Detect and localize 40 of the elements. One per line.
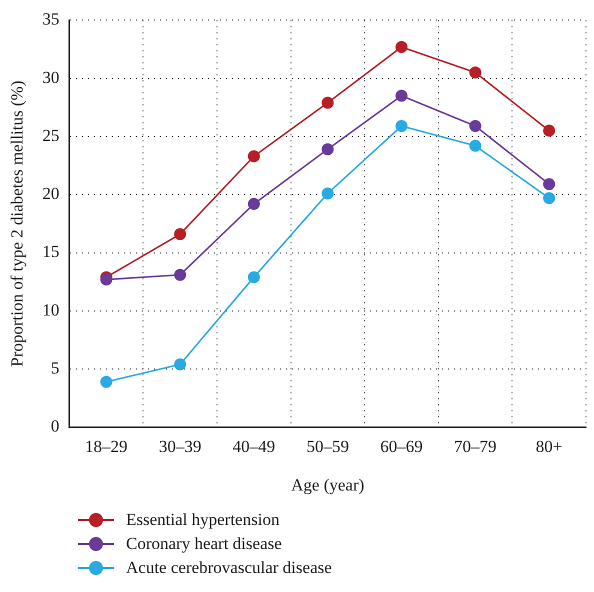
y-tick-label: 10: [42, 300, 60, 320]
point: [174, 228, 186, 240]
legend-label: Acute cerebrovascular disease: [126, 558, 332, 578]
x-tick-label: 60–69: [380, 436, 423, 456]
point: [469, 140, 482, 152]
y-tick-label: 25: [42, 126, 60, 145]
x-tick-label: 50–59: [306, 436, 349, 456]
point: [543, 178, 556, 190]
point: [396, 90, 408, 102]
y-tick-label: 30: [42, 68, 60, 87]
legend-label: Coronary heart disease: [126, 534, 282, 554]
y-axis-title: Proportion of type 2 diabetes mellitus (%): [8, 80, 27, 367]
x-tick-label: 70–79: [454, 436, 497, 456]
point: [174, 358, 186, 370]
point: [469, 66, 482, 79]
point: [248, 198, 260, 210]
point: [543, 124, 556, 137]
point: [543, 192, 556, 204]
x-axis-title: Age (year): [291, 475, 364, 494]
x-tick-label: 80+: [536, 436, 562, 456]
point: [322, 143, 334, 156]
point: [248, 150, 260, 162]
y-tick-label: 35: [42, 10, 60, 29]
legend-label: Essential hypertension: [126, 510, 280, 530]
point: [322, 187, 334, 200]
point: [322, 96, 334, 109]
point: [100, 274, 112, 286]
y-tick-label: 5: [50, 358, 60, 378]
x-tick-label: 40–49: [232, 436, 276, 456]
point: [248, 271, 260, 284]
x-tick-label: 18–29: [85, 436, 128, 456]
y-tick-label: 20: [42, 184, 60, 204]
point: [174, 268, 186, 281]
point: [396, 120, 408, 132]
x-tick-label: 30–39: [158, 436, 202, 456]
point: [100, 376, 112, 388]
point: [396, 40, 408, 53]
y-tick-label: 15: [42, 242, 60, 262]
point: [469, 120, 482, 132]
y-tick-label: 0: [50, 416, 60, 436]
